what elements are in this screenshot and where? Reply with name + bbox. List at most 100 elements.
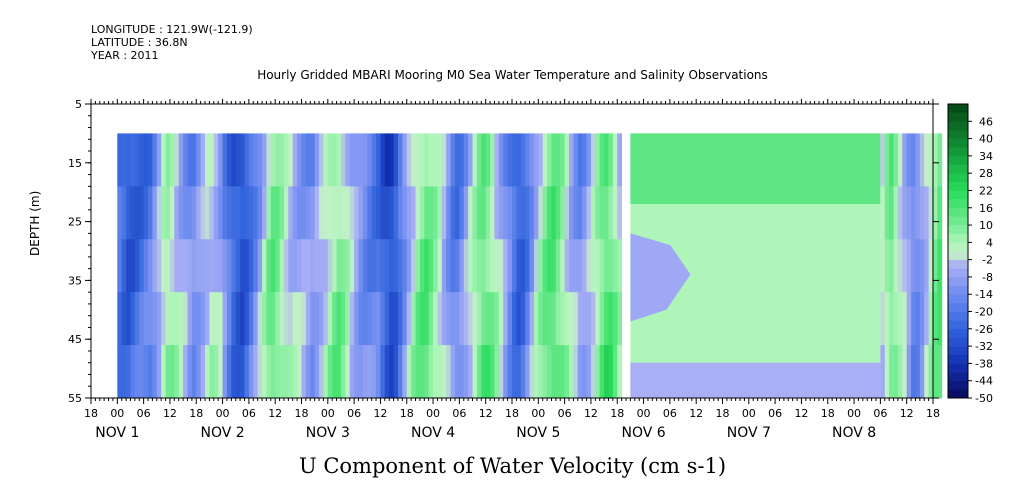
x-hour-label: 12 [268,407,282,420]
heatmap-cell [187,345,193,399]
heatmap-cell [367,239,373,293]
colorbar-label: -8 [982,271,993,284]
heatmap-cell [512,133,517,187]
heatmap-cell [362,133,368,187]
heatmap-cell [319,186,324,240]
heatmap-cell [485,186,491,240]
colorbar-swatch [948,380,968,390]
heatmap-cell [323,345,329,399]
heatmap-cell [498,239,504,293]
heatmap-cell [428,186,434,240]
x-hour-label: 06 [242,407,256,420]
heatmap-cell [275,292,280,346]
x-hour-label: 18 [716,407,730,420]
colorbar-swatch [948,372,968,382]
colorbar-swatch [948,216,968,226]
heatmap-cell [933,345,938,399]
heatmap-cell [174,186,180,240]
y-tick-label: 25 [68,216,82,229]
heatmap-cell [292,239,298,293]
heatmap-cell [292,345,298,399]
heatmap-cell [617,186,623,240]
heatmap-cell [275,239,280,293]
heatmap-cell [148,345,153,399]
heatmap-cell [213,345,219,399]
heatmap-cell [494,292,500,346]
heatmap-cell [560,239,566,293]
heatmap-cell [928,239,934,293]
heatmap-cell [520,292,526,346]
heatmap-cell [297,186,302,240]
heatmap-cell [191,186,197,240]
heatmap-cell [472,133,478,187]
heatmap-cell [209,239,215,293]
heatmap-cell [134,239,140,293]
heatmap-cell [428,345,434,399]
heatmap-cell [222,186,228,240]
heatmap-cell [143,345,149,399]
heatmap-cell [362,345,368,399]
heatmap-cell [569,133,574,187]
heatmap-cell [433,292,438,346]
heatmap-cell [542,186,548,240]
heatmap-cell [893,133,899,187]
heatmap-cell [608,292,614,346]
heatmap-cell [130,345,136,399]
heatmap-cell [266,345,272,399]
heatmap-cell [419,292,425,346]
heatmap-cell [323,186,329,240]
heatmap-cell [507,186,513,240]
heatmap-cell [446,292,452,346]
heatmap-cell [248,133,254,187]
heatmap-cell [424,186,430,240]
heatmap-cell [161,186,166,240]
heatmap-cell [152,239,158,293]
heatmap-cell [433,239,438,293]
heatmap-cell [915,239,921,293]
heatmap-cell [161,133,166,187]
x-hour-label: 18 [84,407,98,420]
heatmap-cell [117,186,123,240]
heatmap-cell [612,345,618,399]
heatmap-cell [612,186,618,240]
heatmap-cell [928,345,934,399]
heatmap-cell [389,345,394,399]
heatmap-cell [270,186,276,240]
heatmap-cell [608,133,614,187]
heatmap-cell [152,292,158,346]
heatmap-cell [573,133,579,187]
heatmap-cell [183,345,188,399]
heatmap-cell [459,186,465,240]
heatmap-cell [415,239,421,293]
heatmap-cell [525,239,530,293]
heatmap-cell [393,239,399,293]
heatmap-cell [384,292,390,346]
heatmap-cell [257,292,263,346]
heatmap-cell [582,133,587,187]
heatmap-cell [218,239,223,293]
heatmap-cell [915,345,921,399]
heatmap-cell [205,133,210,187]
heatmap-cell [538,186,544,240]
heatmap-cell [187,292,193,346]
colorbar-label: -14 [975,288,993,301]
x-day-label: NOV 1 [95,425,139,441]
heatmap-cell [433,133,438,187]
heatmap-cell [117,133,123,187]
heatmap-cell [490,239,495,293]
y-tick-label: 15 [68,157,82,170]
heatmap-cell [362,186,368,240]
heatmap-cell [358,345,364,399]
heatmap-region-bottom [630,362,881,398]
heatmap-cell [226,345,232,399]
heatmap-cell [595,345,601,399]
heatmap-cell [406,186,412,240]
heatmap-cell [169,292,175,346]
heatmap-cell [889,345,894,399]
x-hour-label: 18 [505,407,519,420]
heatmap-cell [893,345,899,399]
heatmap-cell [332,186,337,240]
heatmap-cell [516,292,522,346]
heatmap-cell [415,345,421,399]
colorbar-swatch [948,138,968,148]
